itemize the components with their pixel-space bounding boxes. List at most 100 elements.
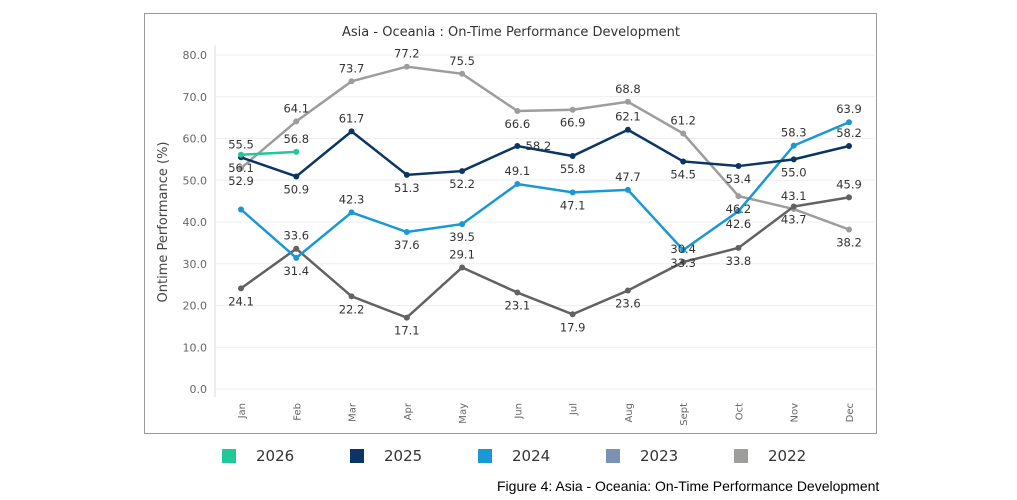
data-point-2023	[569, 311, 576, 318]
data-point-2022	[680, 130, 687, 137]
data-point-2025	[459, 168, 466, 175]
figure-caption: Figure 4: Asia - Oceania: On-Time Perfor…	[497, 478, 880, 494]
data-label-2026: 56.1	[228, 161, 254, 175]
data-label-2023: 33.8	[726, 254, 752, 268]
x-tick-label: May	[458, 403, 469, 424]
data-label-2025: 53.4	[726, 172, 752, 186]
x-tick-label: Jun	[513, 403, 524, 420]
data-point-2022	[624, 98, 631, 105]
legend-label: 2022	[768, 447, 807, 465]
data-label-2022: 52.9	[228, 174, 254, 188]
legend-swatch	[606, 449, 620, 463]
x-tick-label: Apr	[403, 402, 414, 420]
data-point-2023	[403, 314, 410, 321]
y-tick-label: 80.0	[183, 49, 208, 62]
data-point-2022	[569, 106, 576, 113]
data-point-2023	[680, 259, 687, 266]
data-label-2025: 50.9	[283, 182, 309, 196]
data-point-2022	[459, 70, 466, 77]
data-point-2025	[569, 153, 576, 160]
data-point-2024	[790, 142, 797, 149]
data-point-2025	[624, 126, 631, 133]
data-point-2024	[735, 208, 742, 215]
data-label-2025: 55.8	[560, 162, 586, 176]
data-point-2026	[238, 151, 244, 158]
data-label-2022: 68.8	[615, 82, 641, 96]
data-label-2024: 63.9	[836, 102, 862, 116]
series-line-2025	[240, 128, 850, 178]
y-tick-label: 60.0	[183, 133, 208, 146]
data-label-2025: 61.7	[339, 111, 365, 125]
legend-item-2025: 2025	[350, 447, 478, 465]
data-point-2025	[680, 158, 687, 165]
data-label-2024: 33.3	[670, 256, 696, 270]
data-label-2025: 54.5	[670, 167, 696, 181]
chart-title: Asia - Oceania : On-Time Performance Dev…	[342, 25, 680, 40]
legend-item-2022: 2022	[734, 447, 862, 465]
data-label-2025: 62.1	[615, 110, 641, 124]
x-tick-label: Jan	[237, 403, 248, 419]
data-label-2025: 58.2	[836, 126, 862, 140]
line-chart: Asia - Oceania : On-Time Performance Dev…	[156, 25, 875, 426]
data-point-2023	[735, 244, 742, 251]
data-point-2025	[403, 171, 410, 178]
data-point-2025	[846, 143, 852, 150]
data-point-2024	[846, 119, 852, 126]
legend-swatch	[478, 449, 492, 463]
data-label-2024: 47.7	[615, 170, 641, 184]
y-tick-label: 10.0	[183, 341, 208, 354]
data-label-2024: 31.4	[283, 264, 309, 278]
data-point-2025	[735, 163, 742, 170]
series-line-2023	[240, 196, 850, 320]
legend-label: 2026	[256, 447, 295, 465]
data-label-2023: 17.1	[394, 324, 420, 338]
data-point-2023	[790, 203, 797, 210]
data-label-2024: 42.3	[339, 192, 365, 206]
data-point-2024	[624, 186, 631, 193]
data-point-2024	[514, 181, 521, 188]
data-label-2023: 23.1	[505, 299, 531, 313]
data-label-2024: 58.3	[781, 126, 807, 140]
legend-item-2026: 2026	[222, 447, 350, 465]
data-point-2022	[238, 165, 244, 172]
data-label-2022: 66.9	[560, 116, 586, 130]
data-point-2022	[735, 193, 742, 200]
data-point-2025	[293, 173, 300, 180]
chart-frame: Asia - Oceania : On-Time Performance Dev…	[144, 13, 877, 434]
data-point-2023	[348, 293, 355, 300]
data-label-2022: 64.1	[283, 101, 309, 115]
data-point-2022	[293, 118, 300, 125]
data-point-2024	[348, 209, 355, 216]
y-tick-label: 70.0	[183, 91, 208, 104]
data-point-2022	[846, 226, 852, 233]
legend-swatch	[350, 449, 364, 463]
legend-swatch	[734, 449, 748, 463]
data-label-2024: 39.5	[449, 230, 475, 244]
data-label-2024: 42.6	[726, 217, 752, 231]
data-label-2022: 46.2	[726, 202, 752, 216]
data-label-2026: 56.8	[283, 132, 309, 146]
data-label-2023: 22.2	[339, 302, 365, 316]
data-label-2023: 23.6	[615, 296, 641, 310]
data-label-2022: 61.2	[670, 113, 696, 127]
data-label-2025: 55.5	[228, 137, 254, 151]
data-label-2022: 66.6	[505, 117, 531, 131]
data-label-2025: 58.2	[526, 139, 552, 153]
data-point-2025	[348, 128, 355, 135]
data-point-2024	[238, 206, 244, 213]
data-point-2023	[459, 264, 466, 271]
data-label-2023: 24.1	[228, 294, 254, 308]
data-point-2024	[680, 246, 687, 253]
legend-item-2024: 2024	[478, 447, 606, 465]
data-label-2024: 37.6	[394, 238, 420, 252]
data-label-2025: 51.3	[394, 181, 420, 195]
data-point-2022	[403, 63, 410, 70]
x-tick-label: Aug	[624, 403, 635, 423]
data-point-2024	[403, 229, 410, 236]
data-label-2022: 75.5	[449, 54, 475, 68]
y-tick-label: 40.0	[183, 216, 208, 229]
x-tick-label: Mar	[348, 402, 359, 422]
legend-label: 2024	[512, 447, 551, 465]
legend-label: 2025	[384, 447, 423, 465]
data-point-2023	[293, 245, 300, 252]
